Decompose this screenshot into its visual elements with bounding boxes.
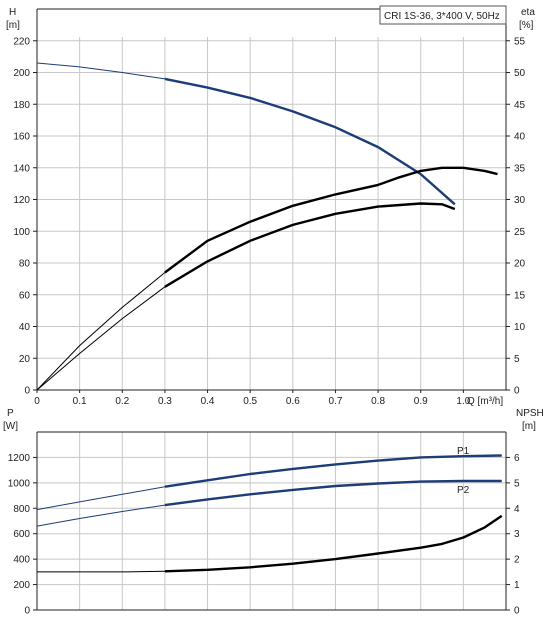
x-tick-label: 0.9: [414, 396, 428, 407]
top-series-group: [36, 62, 498, 391]
top-left-tick-label: 140: [13, 163, 30, 174]
bottom-right-tick-label: 5: [514, 478, 520, 489]
bottom-series-2-line: [37, 515, 502, 573]
top-series-0-working-range: [164, 77, 456, 206]
bottom-right-tick-label: 3: [514, 529, 520, 540]
x-tick-label: 0.3: [158, 396, 172, 407]
top-right-tick-label: 25: [514, 227, 526, 238]
bottom-left-tick-label: 600: [13, 529, 30, 540]
top-right-axis-unit: [%]: [519, 20, 534, 31]
top-left-axis-unit: [m]: [6, 20, 20, 31]
bottom-right-tick-label: 0: [514, 606, 520, 617]
x-tick-label: 1.0: [456, 396, 470, 407]
top-left-tick-label: 20: [19, 354, 31, 365]
top-right-tick-label: 15: [514, 290, 526, 301]
top-series-1-line: [36, 167, 498, 391]
top-right-axis-title: eta: [521, 7, 535, 18]
top-right-tick-label: 35: [514, 163, 526, 174]
x-tick-label: 0.4: [201, 396, 215, 407]
top-right-tick-label: 55: [514, 36, 526, 47]
x-tick-label: 0: [34, 396, 40, 407]
bottom-series-1-working-range: [164, 479, 502, 507]
top-left-axis-title: H: [9, 7, 16, 18]
top-left-tick-label: 60: [19, 290, 31, 301]
top-right-tick-label: 45: [514, 100, 526, 111]
bottom-right-tick-labels: 0 1 2 3 4 5 6: [506, 453, 520, 617]
top-right-tick-label: 0: [514, 386, 520, 397]
top-series-1-working-range: [164, 166, 498, 274]
x-tick-label: 0.6: [286, 396, 300, 407]
x-tick-label: 0.5: [243, 396, 257, 407]
bottom-right-tick-label: 1: [514, 580, 520, 591]
series-label-p2: P2: [457, 485, 470, 496]
x-tick-label: 0.8: [371, 396, 385, 407]
top-series-2-working-range: [164, 202, 456, 288]
bottom-left-tick-label: 0: [24, 606, 30, 617]
top-left-tick-label: 100: [13, 227, 30, 238]
bottom-series-2-working-range: [164, 514, 503, 573]
top-right-tick-label: 20: [514, 259, 526, 270]
top-right-tick-label: 30: [514, 195, 526, 206]
bottom-left-tick-label: 400: [13, 555, 30, 566]
x-tick-label: 0.1: [73, 396, 87, 407]
top-left-tick-label: 120: [13, 195, 30, 206]
series-label-p1: P1: [457, 446, 470, 457]
bottom-left-axis-title: P: [7, 408, 14, 419]
bottom-right-tick-label: 6: [514, 453, 520, 464]
top-left-tick-label: 40: [19, 322, 31, 333]
top-right-tick-label: 10: [514, 322, 526, 333]
chart-title-box: CRI 1S-36, 3*400 V, 50Hz: [379, 5, 507, 25]
top-left-tick-label: 220: [13, 36, 30, 47]
top-left-tick-label: 200: [13, 68, 30, 79]
bottom-left-tick-label: 1000: [8, 478, 31, 489]
power-npsh-panel: P [W] NPSH [m] 0 200 400 600 800 1000 1200 0 1 2…: [3, 408, 544, 617]
bottom-series-0-working-range: [164, 454, 502, 488]
bottom-left-tick-label: 1200: [8, 453, 31, 464]
x-axis-label: Q [m³/h]: [467, 396, 503, 407]
bottom-left-tick-labels: 0 200 400 600 800 1000 1200: [8, 453, 37, 617]
top-right-tick-label: 5: [514, 354, 520, 365]
top-left-tick-label: 0: [24, 386, 30, 397]
x-tick-label: 0.7: [329, 396, 343, 407]
bottom-right-axis-unit: [m]: [522, 421, 536, 432]
bottom-right-tick-label: 2: [514, 555, 520, 566]
bottom-series-1-line: [36, 480, 502, 527]
top-left-tick-labels: 0 20 40 60 80 100 120 140 160 180 200 220: [13, 36, 37, 397]
bottom-grid: [37, 432, 507, 610]
bottom-left-tick-label: 800: [13, 504, 30, 515]
top-right-tick-label: 40: [514, 132, 526, 143]
top-left-tick-label: 80: [19, 259, 31, 270]
bottom-left-tick-label: 200: [13, 580, 30, 591]
top-right-tick-labels: 0 5 10 15 20 25 30 35 40 45 50 55: [506, 36, 526, 397]
bottom-right-tick-label: 4: [514, 504, 520, 515]
top-series-0-line: [36, 62, 456, 205]
chart-title: CRI 1S-36, 3*400 V, 50Hz: [384, 11, 500, 22]
top-x-tick-labels: 0 0.1 0.2 0.3 0.4 0.5 0.6 0.7 0.8 0.9 1.0: [34, 390, 471, 407]
x-tick-label: 0.2: [115, 396, 129, 407]
top-left-tick-label: 180: [13, 100, 30, 111]
head-efficiency-panel: H [m] eta [%] CRI 1S-36, 3*400 V, 50Hz 0…: [6, 5, 535, 407]
bottom-left-axis-unit: [W]: [3, 421, 18, 432]
bottom-series-group: [36, 454, 503, 573]
bottom-right-axis-title: NPSH: [516, 408, 544, 419]
top-left-tick-label: 160: [13, 132, 30, 143]
top-right-tick-label: 50: [514, 68, 526, 79]
